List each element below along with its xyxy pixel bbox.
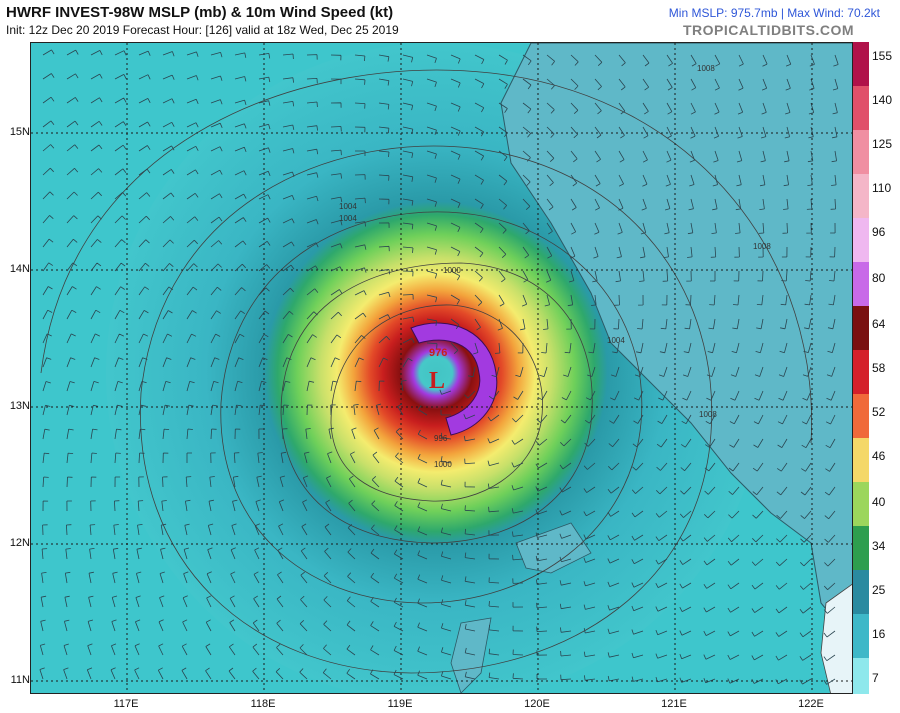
colorbar-label: 7: [872, 671, 879, 685]
lon-label: 117E: [113, 698, 139, 710]
lon-label: 120E: [524, 698, 550, 710]
isobar: [140, 145, 713, 674]
lon-label: 121E: [661, 698, 687, 710]
isobar-label: 1004: [339, 202, 357, 211]
isobar: [280, 262, 593, 544]
colorbar-label: 140: [872, 93, 893, 107]
isobar-label: 996: [434, 434, 448, 443]
colorbar-swatch: [853, 658, 869, 694]
colorbar-swatch: [853, 42, 869, 86]
wind-speed-colorbar: 155 140 125 110 96 80 64 58 52 46 40 34 …: [853, 42, 900, 694]
colorbar-label: 25: [872, 583, 886, 597]
chart-subtitle: Init: 12z Dec 20 2019 Forecast Hour: [12…: [6, 23, 399, 37]
isobar-label: 1000: [443, 266, 461, 275]
colorbar-label: 64: [872, 317, 886, 331]
colorbar-swatch: [853, 174, 869, 218]
lon-label: 118E: [250, 698, 276, 710]
isobar-label: 1000: [434, 460, 452, 469]
land-island: [450, 617, 492, 693]
colorbar-swatch: [853, 130, 869, 174]
colorbar-swatch: [853, 438, 869, 482]
colorbar-swatch: [853, 350, 869, 394]
colorbar-swatch: [853, 262, 869, 306]
colorbar-label: 58: [872, 361, 886, 375]
brand-logo: TROPICALTIDBITS.COM: [682, 22, 854, 38]
colorbar-label: 34: [872, 539, 886, 553]
land-mindoro: [820, 583, 852, 693]
isobar-label: 1008: [699, 410, 717, 419]
colorbar-label: 155: [872, 49, 893, 63]
colorbar-label: 125: [872, 137, 893, 151]
lon-label: 119E: [387, 698, 413, 710]
wind-barbs: [39, 49, 839, 685]
colorbar-label: 40: [872, 495, 886, 509]
lat-label: 13N: [9, 400, 30, 412]
header: HWRF INVEST-98W MSLP (mb) & 10m Wind Spe…: [0, 0, 900, 42]
max-wind-band: [410, 322, 498, 436]
lat-label: 14N: [9, 263, 30, 275]
colorbar-label: 46: [872, 449, 886, 463]
low-pressure-marker: L: [429, 368, 445, 394]
wind-barb-paths: [39, 49, 839, 685]
colorbar-label: 16: [872, 627, 886, 641]
isobar: [40, 69, 812, 444]
lat-label: 11N: [10, 674, 30, 686]
colorbar-swatch: [853, 306, 869, 350]
colorbar-swatch: [853, 614, 869, 658]
isobar: [220, 211, 643, 604]
colorbar-swatch: [853, 482, 869, 526]
map-panel: L 976 1004 1004 1000 996 1000 1004 1008 …: [30, 42, 853, 694]
colorbar-label: 52: [872, 405, 886, 419]
gridlines: [31, 43, 852, 693]
wind-field-map: L 976 1004 1004 1000 996 1000 1004 1008 …: [31, 43, 852, 693]
lat-label: 12N: [9, 537, 30, 549]
colorbar-label: 96: [872, 225, 886, 239]
colorbar-swatch: [853, 86, 869, 130]
low-pressure-value: 976: [429, 347, 447, 359]
colorbar-swatch: [853, 526, 869, 570]
lon-label: 122E: [798, 698, 824, 710]
colorbar-swatch: [853, 394, 869, 438]
colorbar-label: 110: [872, 181, 892, 195]
colorbar-swatch: [853, 218, 869, 262]
isobar-label: 1008: [697, 64, 715, 73]
isobar-label: 1004: [607, 336, 625, 345]
colorbar-label: 80: [872, 271, 886, 285]
land-islet: [515, 522, 592, 574]
isobar-label: 1004: [339, 214, 357, 223]
lat-label: 15N: [9, 126, 30, 138]
storm-stats: Min MSLP: 975.7mb | Max Wind: 70.2kt: [668, 6, 880, 20]
chart-title: HWRF INVEST-98W MSLP (mb) & 10m Wind Spe…: [6, 4, 394, 21]
isobar-label: 1008: [753, 242, 771, 251]
colorbar-swatch: [853, 570, 869, 614]
isobar: [330, 304, 543, 502]
